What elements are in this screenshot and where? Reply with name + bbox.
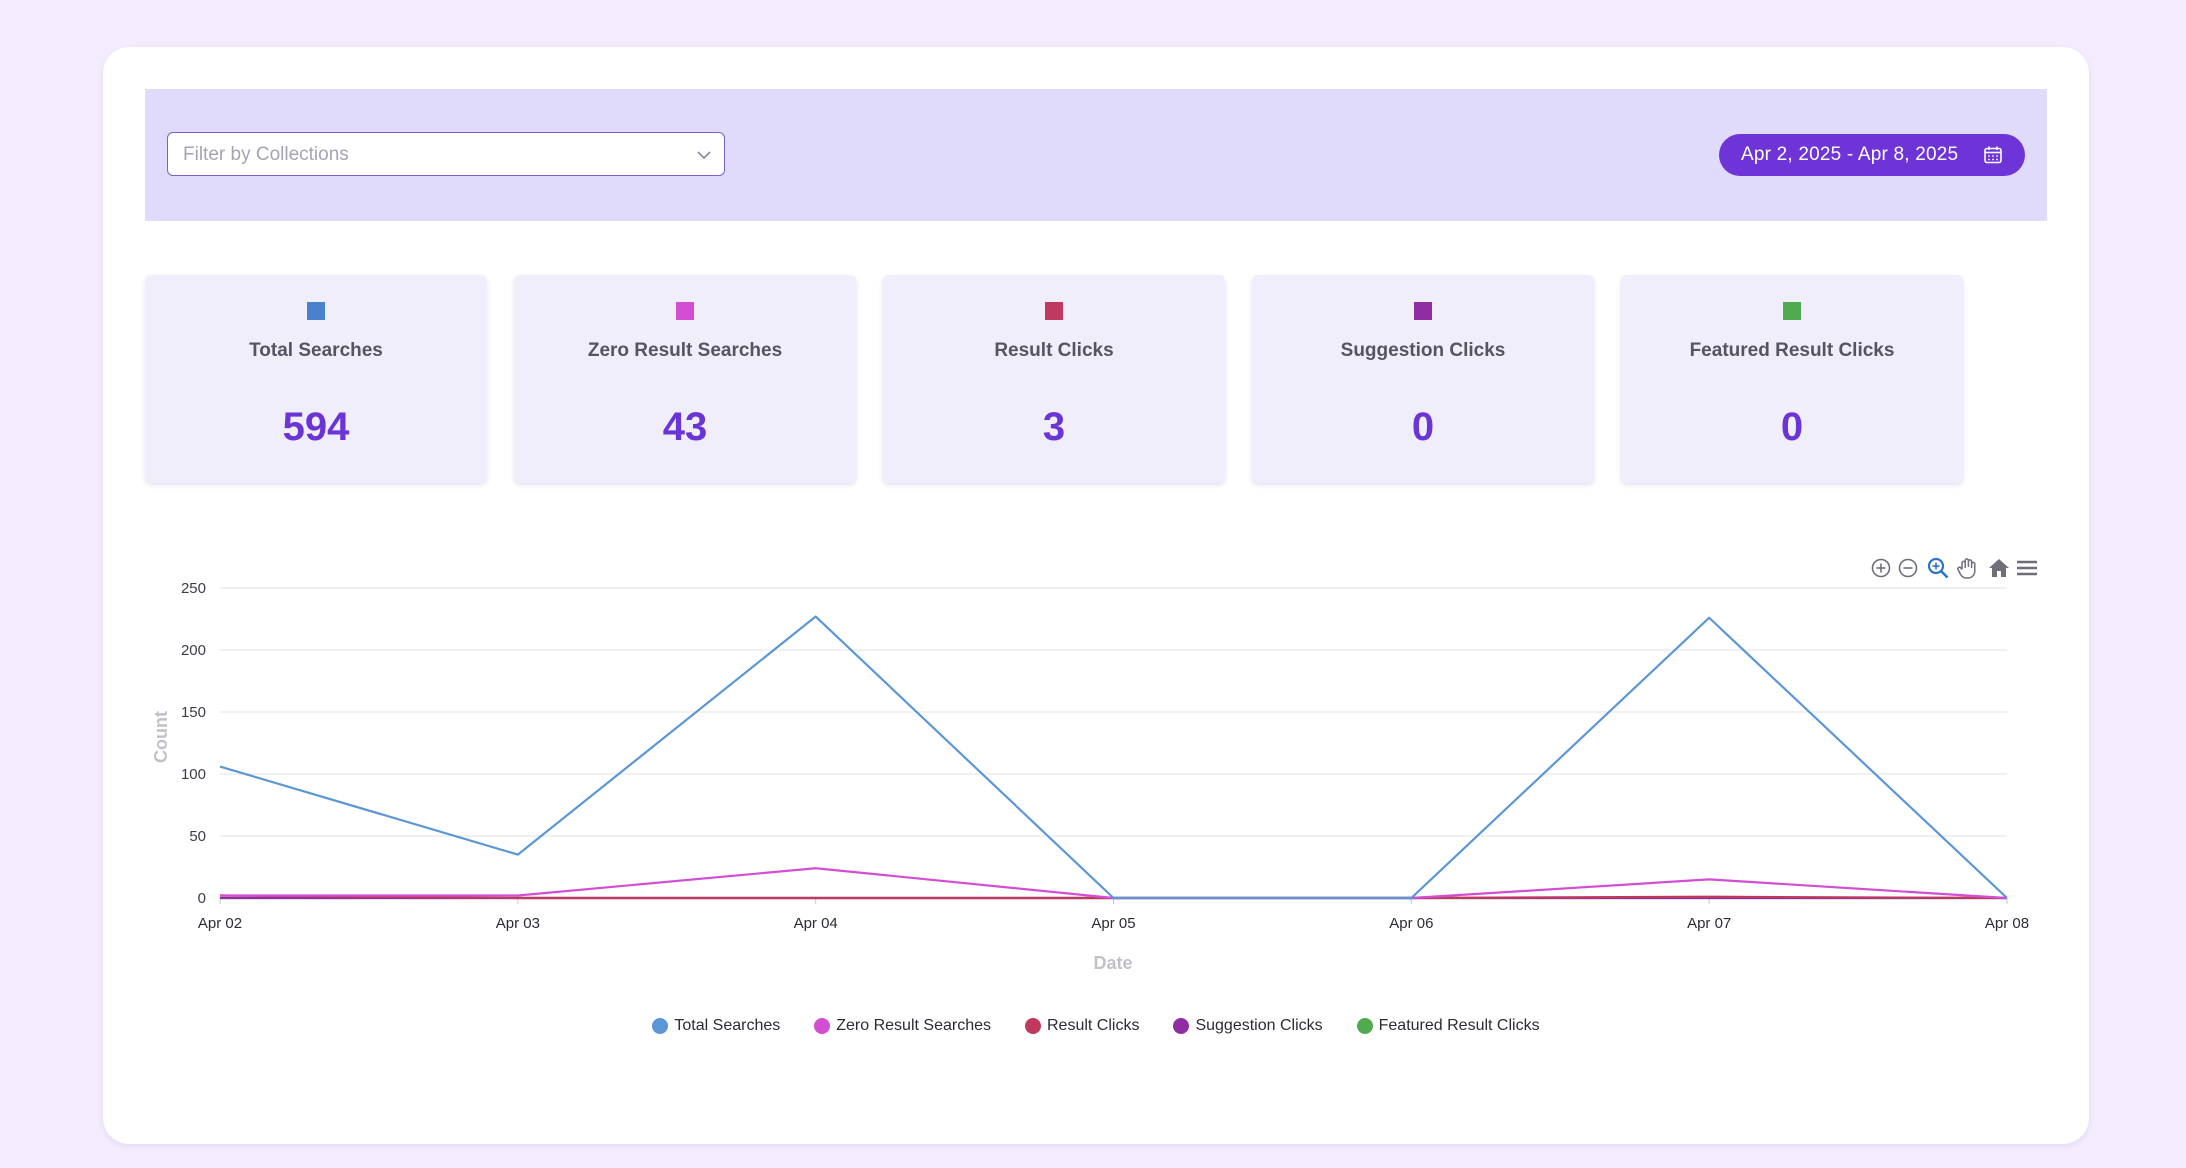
line-chart: Count Date 0 50 100 150 200 250 Apr 02 Apr 03 Ap… xyxy=(151,580,2029,973)
stat-swatch xyxy=(676,302,694,320)
selection-zoom-icon[interactable] xyxy=(1925,555,1951,581)
chart-legend: Total Searches Zero Result Searches Resu… xyxy=(103,1017,2089,1035)
filter-bar: Filter by Collections Apr 2, 2025 - Apr … xyxy=(145,89,2047,221)
legend-marker xyxy=(814,1018,831,1034)
stat-value: 3 xyxy=(1042,405,1066,449)
x-tick-label: Apr 05 xyxy=(1091,915,1135,932)
analytics-card: Filter by Collections Apr 2, 2025 - Apr … xyxy=(103,47,2089,1144)
x-tick-label: Apr 08 xyxy=(1985,915,2029,932)
stat-swatch xyxy=(307,302,325,320)
legend-label: Suggestion Clicks xyxy=(1195,1017,1323,1034)
legend-marker xyxy=(1024,1018,1041,1034)
x-tick-label: Apr 06 xyxy=(1389,915,1433,932)
legend-item[interactable]: Featured Result Clicks xyxy=(1356,1017,1540,1035)
x-tick-label: Apr 02 xyxy=(198,915,242,932)
y-tick-label: 150 xyxy=(181,704,206,721)
series-line-total-searches xyxy=(219,615,2008,900)
stat-label: Zero Result Searches xyxy=(587,340,783,361)
legend-label: Total Searches xyxy=(674,1017,781,1034)
legend-label: Featured Result Clicks xyxy=(1378,1017,1540,1034)
legend-item[interactable]: Result Clicks xyxy=(1024,1017,1140,1035)
chart-toolbar xyxy=(1868,555,2048,583)
y-tick-label: 0 xyxy=(198,890,206,907)
y-axis-label: Count xyxy=(151,711,171,763)
calendar-icon xyxy=(1984,146,2002,164)
legend-marker xyxy=(1173,1018,1190,1034)
home-icon[interactable] xyxy=(1986,555,2012,581)
x-tick-label: Apr 04 xyxy=(794,915,838,932)
x-axis-label: Date xyxy=(1093,953,1132,973)
stat-card-total-searches: Total Searches 594 xyxy=(145,275,487,483)
legend-label: Zero Result Searches xyxy=(836,1017,991,1034)
legend-marker xyxy=(652,1018,669,1034)
y-tick-label: 200 xyxy=(181,642,206,659)
stat-swatch xyxy=(1414,302,1432,320)
legend-item[interactable]: Total Searches xyxy=(652,1017,780,1035)
stat-card-result-clicks: Result Clicks 3 xyxy=(883,275,1225,483)
stat-card-featured-result-clicks: Featured Result Clicks 0 xyxy=(1621,275,1963,483)
legend-item[interactable]: Suggestion Clicks xyxy=(1173,1017,1323,1035)
collection-filter-select[interactable]: Filter by Collections xyxy=(167,132,725,176)
legend-marker xyxy=(1356,1018,1373,1034)
stat-label: Suggestion Clicks xyxy=(1340,340,1506,361)
series-line-zero-result-searches xyxy=(220,867,2008,900)
pan-icon[interactable] xyxy=(1954,555,1980,581)
legend-item[interactable]: Zero Result Searches xyxy=(814,1017,991,1035)
x-tick-label: Apr 07 xyxy=(1687,915,1731,932)
menu-icon[interactable] xyxy=(2014,555,2040,581)
stat-card-suggestion-clicks: Suggestion Clicks 0 xyxy=(1252,275,1594,483)
stat-label: Total Searches xyxy=(249,340,383,361)
date-range-button[interactable]: Apr 2, 2025 - Apr 8, 2025 xyxy=(1719,134,2025,176)
stat-value: 43 xyxy=(662,405,708,449)
stat-value: 0 xyxy=(1780,405,1804,449)
y-tick-label: 100 xyxy=(181,766,206,783)
zoom-in-icon[interactable] xyxy=(1868,555,1894,581)
date-range-label: Apr 2, 2025 - Apr 8, 2025 xyxy=(1741,144,1959,165)
zoom-out-icon[interactable] xyxy=(1895,555,1921,581)
x-tick-label: Apr 03 xyxy=(496,915,540,932)
stat-swatch xyxy=(1783,302,1801,320)
stat-label: Featured Result Clicks xyxy=(1689,340,1895,361)
stat-card-zero-result-searches: Zero Result Searches 43 xyxy=(514,275,856,483)
stat-value: 0 xyxy=(1411,405,1435,449)
y-tick-label: 250 xyxy=(181,580,206,597)
stat-swatch xyxy=(1045,302,1063,320)
y-tick-label: 50 xyxy=(189,828,206,845)
stat-value: 594 xyxy=(282,405,350,449)
legend-label: Result Clicks xyxy=(1046,1017,1140,1034)
chevron-down-icon xyxy=(697,151,711,160)
stat-label: Result Clicks xyxy=(994,340,1114,361)
collection-filter-placeholder: Filter by Collections xyxy=(183,144,349,165)
